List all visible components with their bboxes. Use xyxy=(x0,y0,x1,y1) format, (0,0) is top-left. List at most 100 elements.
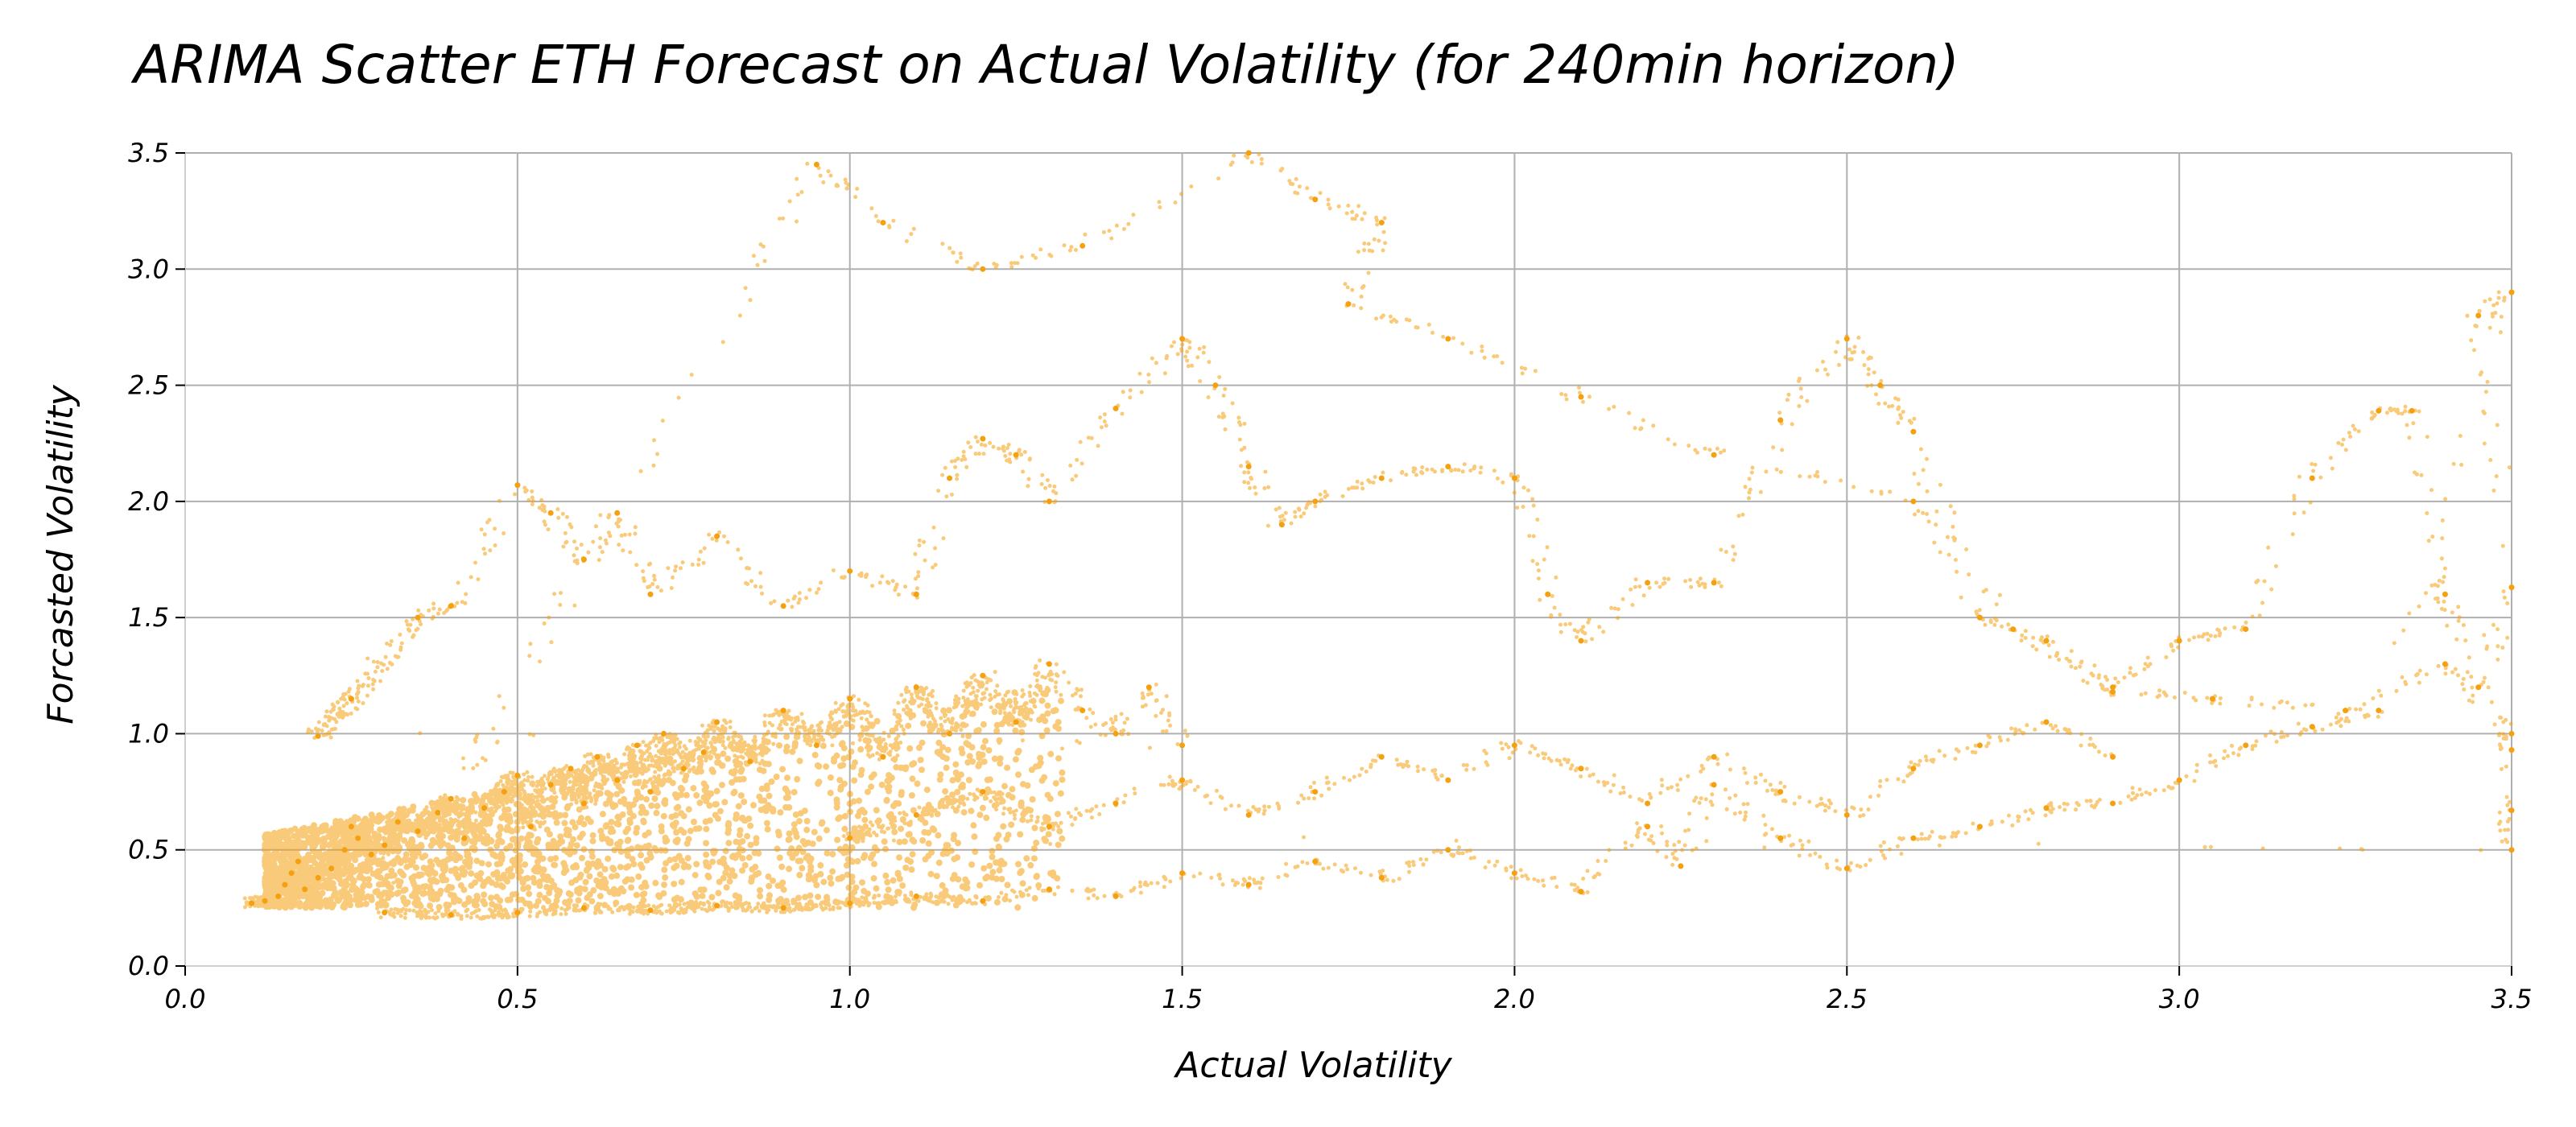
scatter-cloud-point xyxy=(646,754,651,759)
scatter-cloud-point xyxy=(1020,694,1025,699)
scatter-cloud-point xyxy=(728,725,733,729)
scatter-cloud-point xyxy=(1988,618,1993,623)
scatter-cloud-point xyxy=(642,783,646,787)
scatter-cloud-point xyxy=(1849,861,1853,865)
scatter-cloud-point xyxy=(1266,485,1271,489)
scatter-cloud-point xyxy=(538,824,543,829)
scatter-cloud-point xyxy=(398,914,403,919)
scatter-cloud-point xyxy=(621,548,625,553)
scatter-cloud-point xyxy=(642,758,647,762)
scatter-cloud-point xyxy=(2148,662,2153,667)
scatter-cloud-point xyxy=(1480,345,1484,349)
scatter-cloud-point xyxy=(1149,691,1154,696)
scatter-cloud-point xyxy=(1736,514,1741,518)
scatter-cloud-point xyxy=(1694,846,1699,851)
scatter-cloud-point xyxy=(904,239,909,244)
scatter-cloud-point xyxy=(630,910,635,914)
scatter-cloud-point xyxy=(1242,480,1247,485)
scatter-cloud-point xyxy=(737,734,741,739)
scatter-cloud-point xyxy=(355,691,359,696)
scatter-cloud-point xyxy=(931,525,936,530)
scatter-cloud-point xyxy=(2501,589,2506,594)
scatter-cloud-point xyxy=(1137,371,1142,376)
scatter-cloud-point xyxy=(1666,576,1671,581)
scatter-cloud-point xyxy=(1125,716,1129,721)
scatter-cloud-point xyxy=(2208,634,2213,638)
scatter-cloud-point xyxy=(497,694,502,699)
scatter-cloud-point xyxy=(896,592,901,597)
scatter-cloud-point xyxy=(2006,622,2011,627)
scatter-cloud-point xyxy=(543,786,547,791)
scatter-cloud-point xyxy=(431,606,436,611)
scatter-cloud-point xyxy=(1728,796,1732,800)
scatter-cloud-point xyxy=(807,735,811,740)
scatter-cloud-point xyxy=(1404,317,1409,322)
scatter-cloud-point xyxy=(720,732,724,737)
scatter-cloud-point xyxy=(890,579,895,584)
scatter-cloud-point xyxy=(1278,514,1282,519)
scatter-cloud-point xyxy=(2078,664,2083,669)
scatter-cloud-point xyxy=(508,770,513,775)
scatter-cloud-point xyxy=(568,779,572,784)
scatter-cloud-point xyxy=(1257,886,1262,890)
scatter-cloud-point xyxy=(1724,807,1729,811)
scatter-cloud-point xyxy=(1283,510,1288,515)
scatter-cloud-point xyxy=(1535,562,1540,567)
scatter-cloud-point xyxy=(874,833,879,838)
scatter-cloud-point xyxy=(1350,485,1355,490)
scatter-cloud-point xyxy=(1046,673,1051,678)
scatter-cloud-point xyxy=(242,896,247,901)
scatter-cloud-point xyxy=(1559,392,1564,396)
scatter-cloud-point xyxy=(2213,758,2218,763)
scatter-cloud-point xyxy=(1672,442,1677,447)
scatter-cloud-point xyxy=(1799,394,1804,399)
scatter-cloud-point xyxy=(701,560,706,565)
scatter-cloud-point xyxy=(598,536,603,541)
scatter-cloud-point xyxy=(943,465,947,470)
scatter-cloud-point xyxy=(1597,625,1602,630)
scatter-cloud-point xyxy=(1300,860,1305,865)
scatter-cloud-point xyxy=(1909,420,1913,425)
scatter-cloud-point xyxy=(564,911,568,916)
scatter-cloud-point xyxy=(992,262,997,266)
scatter-cloud-point xyxy=(944,494,949,499)
scatter-cloud-point xyxy=(411,908,416,913)
scatter-cloud-point xyxy=(2232,625,2237,630)
scatter-cloud-point xyxy=(601,755,606,760)
scatter-cloud-point xyxy=(2088,799,2093,803)
scatter-cloud-point xyxy=(1951,524,1955,529)
scatter-cloud-point xyxy=(1777,411,1782,415)
scatter-cloud-point xyxy=(1800,847,1805,851)
scatter-cloud-point xyxy=(1749,470,1754,475)
scatter-cloud-point xyxy=(585,768,590,773)
scatter-cloud-point xyxy=(455,601,460,605)
scatter-cloud-point xyxy=(1651,423,1656,428)
scatter-cloud-point xyxy=(522,772,526,777)
scatter-cloud-point xyxy=(2213,634,2218,638)
scatter-cloud-point xyxy=(664,909,669,914)
scatter-cloud-point xyxy=(958,251,963,256)
scatter-cloud-point xyxy=(1121,390,1125,394)
scatter-cloud-point xyxy=(1010,888,1014,893)
scatter-cloud-point xyxy=(1013,261,1017,266)
scatter-cloud-point xyxy=(831,906,836,911)
scatter-cloud-point xyxy=(385,642,389,646)
scatter-cloud-point xyxy=(1360,217,1364,221)
scatter-cloud-point xyxy=(2485,644,2490,649)
scatter-cloud-point xyxy=(2144,790,2149,795)
scatter-cloud-point xyxy=(786,708,791,713)
scatter-cloud-point xyxy=(483,551,487,556)
scatter-cloud-point xyxy=(530,498,535,503)
scatter-cloud-point xyxy=(522,782,526,787)
scatter-cloud-point xyxy=(2372,412,2377,417)
scatter-cloud-point xyxy=(721,728,726,733)
scatter-cloud-point xyxy=(1237,437,1242,442)
scatter-cloud-point xyxy=(1536,878,1541,883)
scatter-cloud-point xyxy=(505,774,510,778)
scatter-cloud-point xyxy=(631,749,636,753)
scatter-cloud-point xyxy=(1732,811,1737,816)
scatter-cloud-point xyxy=(795,219,799,224)
scatter-cloud-point xyxy=(327,731,332,736)
scatter-cloud-point xyxy=(2351,423,2355,428)
